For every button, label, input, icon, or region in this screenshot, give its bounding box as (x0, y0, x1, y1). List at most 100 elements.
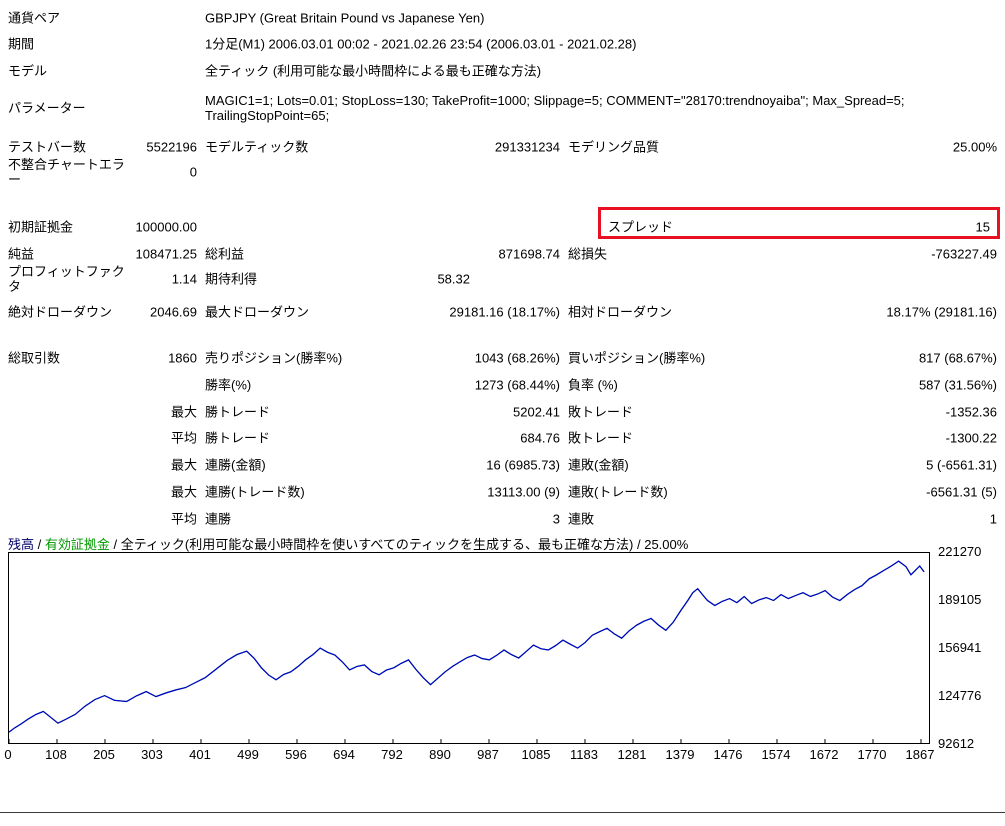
x-axis-label: 596 (285, 747, 307, 762)
info-value: MAGIC1=1; Lots=0.01; StopLoss=130; TakeP… (205, 93, 905, 123)
stat-label: 相対ドローダウン (568, 304, 673, 319)
stat-value: 5 (-6561.31) (926, 457, 997, 472)
x-axis-label: 303 (141, 747, 163, 762)
x-axis-label: 108 (45, 747, 67, 762)
info-label: パラメーター (8, 100, 86, 116)
stat-row: 最大 勝トレード 5202.41 敗トレード -1352.36 (0, 398, 1005, 425)
stat-label: モデリング品質 (568, 139, 660, 154)
x-axis-label: 205 (93, 747, 115, 762)
stat-value: -763227.49 (931, 246, 997, 261)
stat-value: -1300.22 (945, 430, 997, 445)
x-axis-label: 1867 (905, 747, 935, 762)
y-axis-label: 92612 (938, 736, 975, 751)
stat-value: 2046.69 (150, 304, 197, 319)
info-label: 期間 (8, 36, 35, 51)
stat-value: 29181.16 (18.17%) (449, 304, 560, 319)
stat-label: 連敗(トレード数) (568, 484, 668, 499)
stat-row: テストバー数 5522196 モデルティック数 291331234 モデリング品質 25.… (0, 133, 1005, 160)
y-axis-label: 189105 (938, 592, 982, 607)
stat-label: 総利益 (205, 246, 245, 261)
info-row: 期間 1分足(M1) 2006.03.01 00:02 - 2021.02.26 … (0, 30, 1005, 57)
stat-label: 純益 (8, 246, 35, 261)
stat-value: 1.14 (171, 271, 197, 287)
stat-value: 平均 (170, 430, 197, 445)
stat-value: 817 (68.67%) (918, 350, 997, 365)
stat-value: 25.00% (952, 139, 997, 154)
x-axis-label: 694 (333, 747, 355, 762)
x-axis-label: 401 (189, 747, 211, 762)
stat-label: 勝トレード (205, 430, 271, 445)
stat-label: 売りポジション(勝率%) (205, 350, 343, 365)
x-axis-label: 1672 (809, 747, 839, 762)
info-row: 通貨ペア GBPJPY (Great Britain Pound vs Japan… (0, 4, 1005, 31)
stat-value: 1860 (168, 350, 197, 365)
stat-value: 3 (552, 511, 560, 526)
stat-row: 最大 連勝(トレード数) 13113.00 (9) 連敗(トレード数) -6561.31… (0, 478, 1005, 505)
legend-equity-label: 有効証拠金 (44, 537, 110, 552)
info-value: GBPJPY (Great Britain Pound vs Japanese … (205, 10, 485, 25)
stat-label: 不整合チャートエラー (8, 157, 125, 187)
stat-label: 期待利得 (205, 271, 258, 287)
stat-row: 勝率(%) 1273 (68.44%) 負率 (%) 587 (31.56%) (0, 371, 1005, 398)
section-divider (0, 812, 1005, 813)
stat-row: 不整合チャートエラー 0 (0, 155, 1005, 189)
chart-legend: 残高 / 有効証拠金 / 全ティック(利用可能な最小時間枠を使いすべてのティック… (8, 534, 688, 553)
stat-value: 684.76 (520, 430, 560, 445)
stat-value: 最大 (170, 404, 197, 419)
info-row: パラメーター MAGIC1=1; Lots=0.01; StopLoss=130;… (0, 86, 1005, 130)
stat-value: 1273 (68.44%) (474, 377, 560, 392)
x-axis-label: 1183 (570, 747, 598, 762)
stat-value: -6561.31 (5) (926, 484, 997, 499)
stat-value: 最大 (170, 457, 197, 472)
stat-label: 連敗(金額) (568, 457, 629, 472)
stat-row: 絶対ドローダウン 2046.69 最大ドローダウン 29181.16 (18.17%)… (0, 298, 1005, 325)
x-axis-label: 1770 (857, 747, 887, 762)
x-axis-label: 499 (237, 747, 259, 762)
stat-label: 敗トレード (568, 430, 634, 445)
chart-plot-area (8, 552, 930, 744)
y-axis-label: 124776 (938, 688, 982, 703)
stat-label: 敗トレード (568, 404, 634, 419)
stat-label: 連勝(トレード数) (205, 484, 305, 499)
equity-curve-svg (9, 560, 925, 743)
x-axis-label: 1476 (713, 747, 743, 762)
stat-value: 15 (975, 219, 990, 234)
stat-row: 最大 連勝(金額) 16 (6985.73) 連敗(金額) 5 (-6561.31) (0, 451, 1005, 478)
stat-label: スプレッド (608, 219, 674, 234)
x-axis-label: 890 (429, 747, 451, 762)
stat-label: 買いポジション(勝率%) (568, 350, 706, 365)
legend-balance-label: 残高 (8, 537, 35, 552)
y-axis-label: 221270 (938, 544, 982, 559)
x-axis-label: 1574 (761, 747, 791, 762)
stat-value: 16 (6985.73) (486, 457, 560, 472)
stat-row: 平均 連勝 3 連敗 1 (0, 505, 1005, 532)
stat-label: 総取引数 (8, 350, 61, 365)
legend-separator: / (34, 537, 45, 552)
stat-label: 総損失 (568, 246, 608, 261)
stat-row: 総取引数 1860 売りポジション(勝率%) 1043 (68.26%) 買いポジション… (0, 344, 1005, 371)
equity-line (9, 560, 925, 733)
stat-row: プロフィットファクタ 1.14 期待利得 58.32 (0, 262, 1005, 296)
info-value: 1分足(M1) 2006.03.01 00:02 - 2021.02.26 23… (205, 36, 637, 51)
stat-value: 5202.41 (513, 404, 560, 419)
info-value: 全ティック (利用可能な最小時間枠による最も正確な方法) (205, 63, 542, 78)
stat-row-spread: 初期証拠金 100000.00 スプレッド 15 (0, 213, 1005, 240)
stat-label: 初期証拠金 (8, 219, 74, 234)
balance-line (9, 560, 925, 733)
stat-value: 100000.00 (135, 219, 197, 234)
stat-value: 108471.25 (135, 246, 197, 261)
stat-label: 負率 (%) (568, 377, 618, 392)
stat-label: 勝トレード (205, 404, 271, 419)
info-label: モデル (8, 63, 48, 78)
stat-value: 587 (31.56%) (918, 377, 997, 392)
stat-value: 58.32 (437, 271, 470, 287)
info-label: 通貨ペア (8, 10, 61, 25)
stat-label: テストバー数 (8, 139, 87, 154)
stat-value: -1352.36 (945, 404, 997, 419)
stat-value: 平均 (170, 511, 197, 526)
stat-value: 1 (989, 511, 997, 526)
stat-row: 純益 108471.25 総利益 871698.74 総損失 -763227.49 (0, 240, 1005, 267)
info-row: モデル 全ティック (利用可能な最小時間枠による最も正確な方法) (0, 57, 1005, 84)
stat-value: 871698.74 (498, 246, 560, 261)
stat-label: 連勝(金額) (205, 457, 266, 472)
